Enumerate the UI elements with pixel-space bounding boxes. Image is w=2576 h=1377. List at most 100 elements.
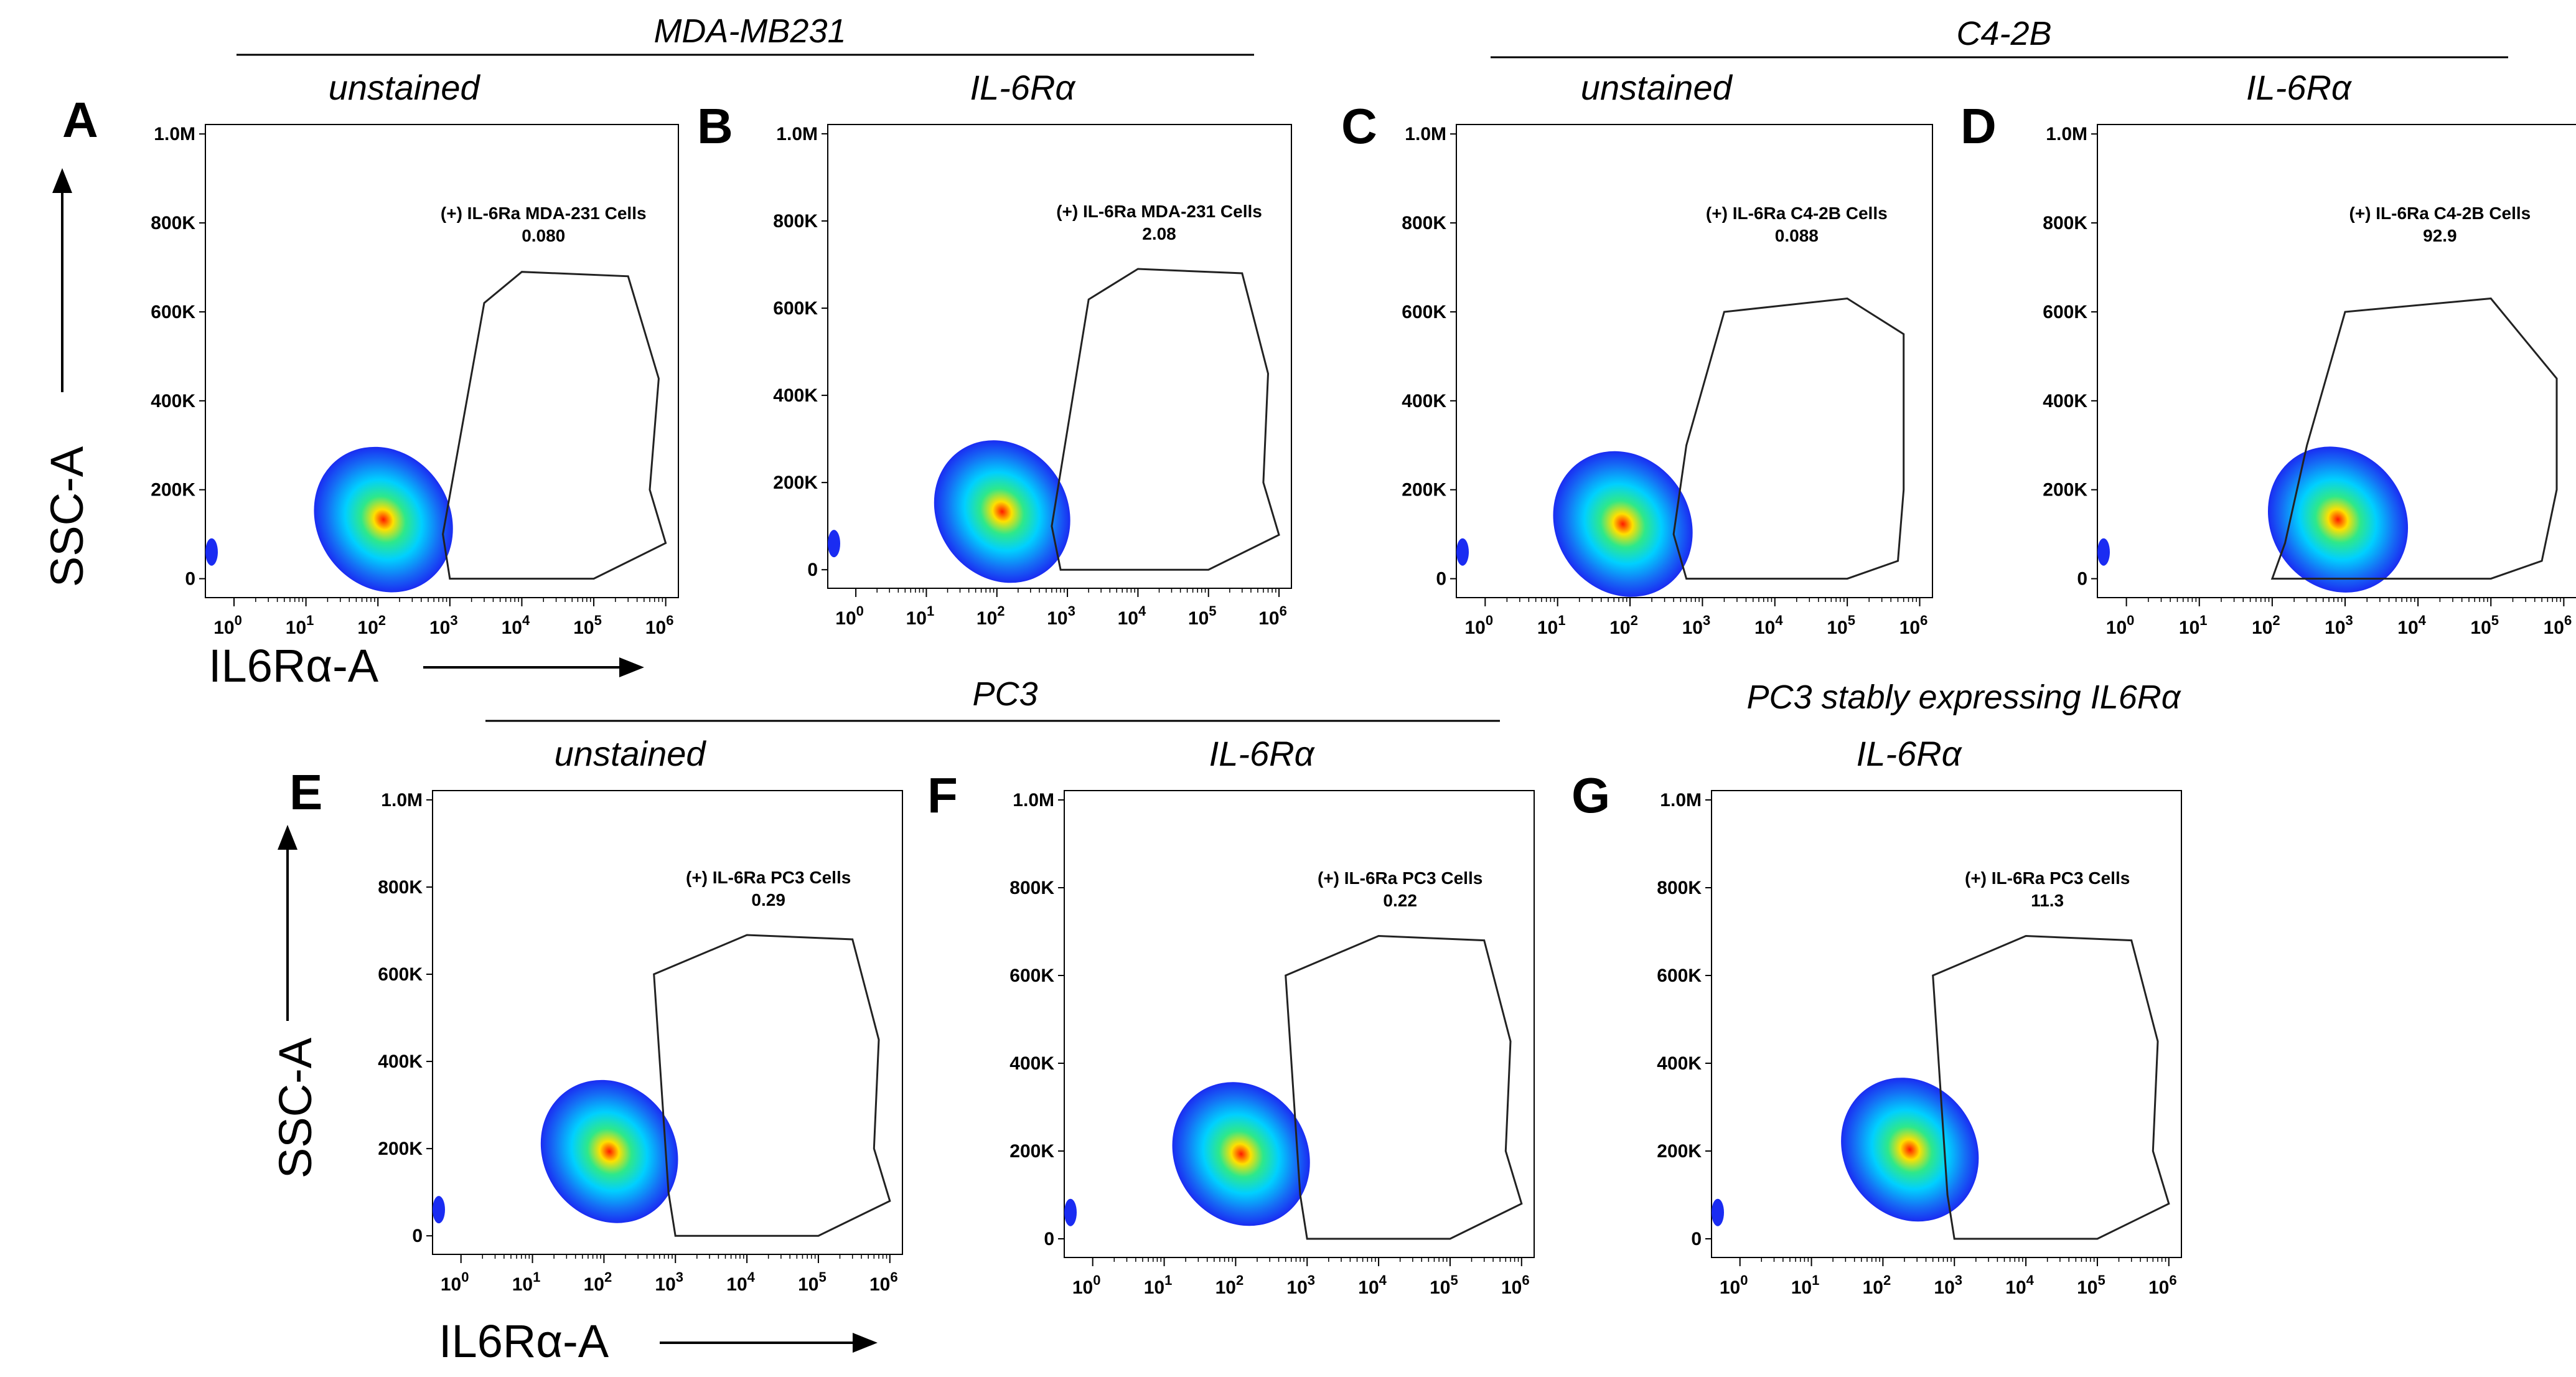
group-label-pc3-stable: PC3 stably expressing IL6Rα <box>1746 679 2181 716</box>
tick-exponent: 6 <box>2169 1272 2176 1288</box>
tick-base: 10 <box>798 1274 818 1295</box>
y-tick-label: 800K <box>773 211 818 232</box>
tick-base: 10 <box>2325 618 2345 638</box>
panel-letter: A <box>62 92 98 148</box>
x-tick-label: 104 <box>2397 613 2426 638</box>
x-tick-label: 102 <box>1609 613 1638 638</box>
panel-letter: C <box>1341 98 1377 154</box>
y-tick-label: 600K <box>2043 302 2087 322</box>
gate-polygon <box>2270 297 2558 580</box>
y-tick-label: 800K <box>1009 878 1054 898</box>
edge-population <box>828 530 840 558</box>
x-tick-label: 102 <box>584 1269 612 1295</box>
x-tick-label: 100 <box>213 613 242 638</box>
tick-base: 10 <box>2077 1277 2097 1298</box>
tick-exponent: 4 <box>2026 1272 2035 1288</box>
x-tick-label: 103 <box>1286 1272 1315 1298</box>
tick-base: 10 <box>645 618 666 638</box>
x-tick-label: 104 <box>2005 1272 2034 1298</box>
x-tick-label: 103 <box>1934 1272 1962 1298</box>
y-tick-label: 1.0M <box>1013 790 1054 811</box>
tick-base: 10 <box>1144 1277 1164 1298</box>
tick-exponent: 3 <box>450 613 457 628</box>
y-tick-label: 400K <box>378 1051 423 1072</box>
x-tick-label: 100 <box>1072 1272 1101 1298</box>
y-tick-label: 400K <box>1009 1053 1054 1074</box>
y-tick-label: 1.0M <box>1660 790 1702 811</box>
x-tick-label: 104 <box>1358 1272 1387 1298</box>
gate-value: 0.080 <box>522 226 565 245</box>
y-tick-label: 200K <box>151 480 195 501</box>
x-arrowhead-bottom <box>853 1333 878 1353</box>
cell-population <box>314 446 453 593</box>
tick-exponent: 0 <box>856 603 864 619</box>
tick-base: 10 <box>1791 1277 1812 1298</box>
tick-exponent: 2 <box>604 1269 612 1285</box>
x-tick-label: 106 <box>645 613 674 638</box>
tick-exponent: 1 <box>533 1269 540 1285</box>
y-tick-label: 200K <box>1009 1141 1054 1162</box>
tick-exponent: 3 <box>1308 1272 1315 1288</box>
tick-exponent: 2 <box>997 603 1005 619</box>
tick-exponent: 1 <box>1812 1272 1819 1288</box>
cell-population <box>1841 1078 1979 1222</box>
gate-value: 0.088 <box>1775 226 1819 245</box>
y-tick-label: 200K <box>1402 480 1446 501</box>
tick-base: 10 <box>1682 618 1703 638</box>
y-tick-label: 200K <box>2043 480 2087 501</box>
tick-base: 10 <box>869 1274 890 1295</box>
tick-base: 10 <box>2179 618 2199 638</box>
tick-exponent: 5 <box>594 613 602 628</box>
tick-exponent: 4 <box>2419 613 2427 628</box>
x-tick-label: 103 <box>2325 613 2353 638</box>
x-tick-label: 101 <box>906 603 935 629</box>
tick-exponent: 6 <box>1920 613 1927 628</box>
tick-exponent: 1 <box>306 613 314 628</box>
panel-title: unstained <box>1581 68 1733 107</box>
panel-title: IL-6Rα <box>1857 734 1963 773</box>
tick-base: 10 <box>2005 1277 2026 1298</box>
plot-frame <box>1456 124 1933 598</box>
tick-exponent: 2 <box>2272 613 2280 628</box>
x-tick-label: 100 <box>441 1269 469 1295</box>
y-tick-label: 200K <box>378 1139 423 1159</box>
y-tick-label: 0 <box>807 560 818 580</box>
tick-exponent: 3 <box>1068 603 1075 619</box>
tick-exponent: 4 <box>1138 603 1146 619</box>
y-tick-label: 1.0M <box>776 124 818 144</box>
tick-base: 10 <box>1286 1277 1307 1298</box>
tick-exponent: 6 <box>1522 1272 1529 1288</box>
x-tick-label: 105 <box>573 613 602 638</box>
tick-base: 10 <box>2397 618 2418 638</box>
x-tick-label: 106 <box>1899 613 1928 638</box>
x-axis-title-top: IL6Rα-A <box>208 640 379 692</box>
tick-exponent: 6 <box>890 1269 897 1285</box>
y-tick-label: 0 <box>185 569 195 590</box>
y-tick-label: 0 <box>1691 1229 1702 1249</box>
x-tick-label: 105 <box>798 1269 827 1295</box>
y-arrowhead-top <box>52 168 72 193</box>
tick-base: 10 <box>1537 618 1558 638</box>
x-tick-label: 101 <box>1791 1272 1820 1298</box>
group-label-mda: MDA-MB231 <box>653 12 846 50</box>
tick-base: 10 <box>1934 1277 1954 1298</box>
tick-base: 10 <box>1188 608 1209 629</box>
gate-polygon <box>1285 934 1523 1240</box>
tick-base: 10 <box>1358 1277 1379 1298</box>
x-tick-label: 100 <box>1720 1272 1748 1298</box>
gate-polygon <box>1672 297 1905 580</box>
tick-exponent: 0 <box>1740 1272 1748 1288</box>
tick-exponent: 5 <box>1848 613 1855 628</box>
y-tick-label: 400K <box>1402 391 1446 411</box>
y-tick-label: 800K <box>2043 213 2087 233</box>
gate-label: (+) IL-6Ra PC3 Cells <box>686 868 851 887</box>
tick-exponent: 3 <box>676 1269 683 1285</box>
tick-exponent: 1 <box>2199 613 2207 628</box>
y-tick-label: 800K <box>378 877 423 898</box>
gate-value: 2.08 <box>1142 224 1176 243</box>
x-tick-label: 105 <box>2470 613 2499 638</box>
tick-base: 10 <box>2252 618 2272 638</box>
tick-exponent: 6 <box>666 613 673 628</box>
